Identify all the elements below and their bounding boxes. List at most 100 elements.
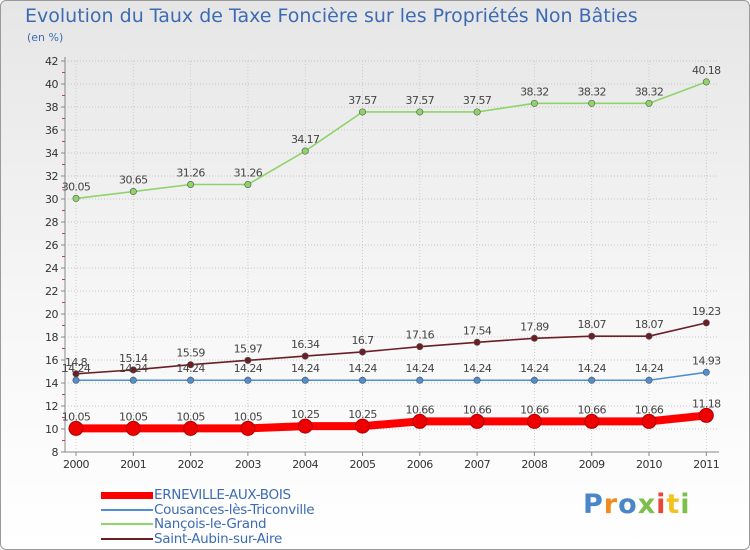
data-label: 30.05 [62,180,91,193]
data-label: 14.24 [463,362,492,375]
data-label: 10.66 [577,403,606,416]
data-point [530,376,538,384]
x-tick-label: 2007 [464,458,490,471]
data-point [187,181,195,189]
data-point [530,334,538,342]
y-tick-label: 12 [45,400,58,413]
data-point [645,99,653,107]
data-point [183,420,199,436]
legend-swatch [101,491,153,499]
data-point [301,147,309,155]
data-point [187,376,195,384]
data-label: 14.8 [65,356,88,369]
data-label: 14.24 [635,362,664,375]
proxiti-logo: Proxiti [583,489,691,520]
data-point [584,413,600,429]
data-label: 17.16 [406,329,435,342]
data-point [698,407,714,423]
data-point [72,194,80,202]
data-point [125,420,141,436]
data-point [68,420,84,436]
data-label: 37.57 [348,94,377,107]
x-tick-label: 2011 [693,458,719,471]
data-label: 10.66 [463,403,492,416]
data-label: 10.25 [291,408,320,421]
data-point [473,108,481,116]
y-tick-label: 22 [45,285,58,298]
data-point [129,188,137,196]
data-point [412,413,428,429]
data-label: 10.05 [176,410,205,423]
data-point [244,376,252,384]
data-point [530,99,538,107]
legend-label: ERNEVILLE-AUX-BOIS [154,487,291,503]
data-label: 38.32 [577,85,606,98]
x-tick-label: 2000 [63,458,89,471]
logo-letter: x [637,489,657,520]
y-tick-label: 34 [45,147,58,160]
x-tick-label: 2003 [235,458,261,471]
data-point [416,108,424,116]
data-point [641,413,657,429]
data-label: 19.23 [692,305,721,318]
y-tick-label: 32 [45,170,58,183]
data-label: 14.24 [577,362,606,375]
data-label: 14.24 [62,362,91,375]
data-label: 16.34 [291,338,320,351]
data-label: 14.24 [176,362,205,375]
data-label: 14.24 [234,362,263,375]
data-label: 10.66 [635,403,664,416]
legend-swatch [101,537,153,540]
data-point [702,78,710,86]
data-point [416,376,424,384]
data-point [645,376,653,384]
data-point [129,366,137,374]
data-label: 40.18 [692,64,721,77]
data-label: 11.18 [692,397,721,410]
data-label: 14.24 [520,362,549,375]
data-label: 10.66 [520,403,549,416]
data-label: 18.07 [635,318,664,331]
logo-letter: P [583,489,604,520]
data-point [240,420,256,436]
logo-letter: t [666,489,681,520]
data-point [702,368,710,376]
data-label: 14.24 [348,362,377,375]
data-label: 14.24 [291,362,320,375]
logo-letter: o [618,489,638,520]
x-tick-label: 2009 [579,458,605,471]
logo-letter: i [680,489,691,520]
x-tick-label: 2006 [407,458,433,471]
x-tick-label: 2008 [521,458,547,471]
series-line-1 [76,371,707,382]
data-label: 14.93 [692,354,721,367]
data-point [355,418,370,434]
data-label: 34.17 [291,133,320,146]
x-tick-label: 2004 [292,458,318,471]
chart-subtitle: (en %) [27,31,64,44]
data-label: 17.54 [463,324,492,337]
y-tick-label: 30 [45,193,58,206]
y-tick-label: 38 [45,101,58,114]
data-label: 15.97 [234,342,263,355]
data-point [702,319,710,327]
data-label: 15.14 [119,352,148,365]
data-label: 10.25 [348,408,377,421]
data-label: 10.05 [119,410,148,423]
legend-label: Nançois-le-Grand [154,516,267,532]
chart-title: Evolution du Taux de Taxe Foncière sur l… [25,5,638,27]
y-tick-label: 14 [45,377,58,390]
x-tick-label: 2001 [120,458,146,471]
legend-swatch [101,523,153,525]
data-point [297,418,313,434]
y-tick-label: 24 [45,262,58,275]
data-point [129,376,137,384]
data-point [187,361,195,369]
y-tick-label: 26 [45,239,58,252]
y-tick-label: 20 [45,308,58,321]
data-label: 16.7 [351,334,374,347]
y-tick-label: 36 [45,124,58,137]
x-tick-label: 2002 [178,458,204,471]
